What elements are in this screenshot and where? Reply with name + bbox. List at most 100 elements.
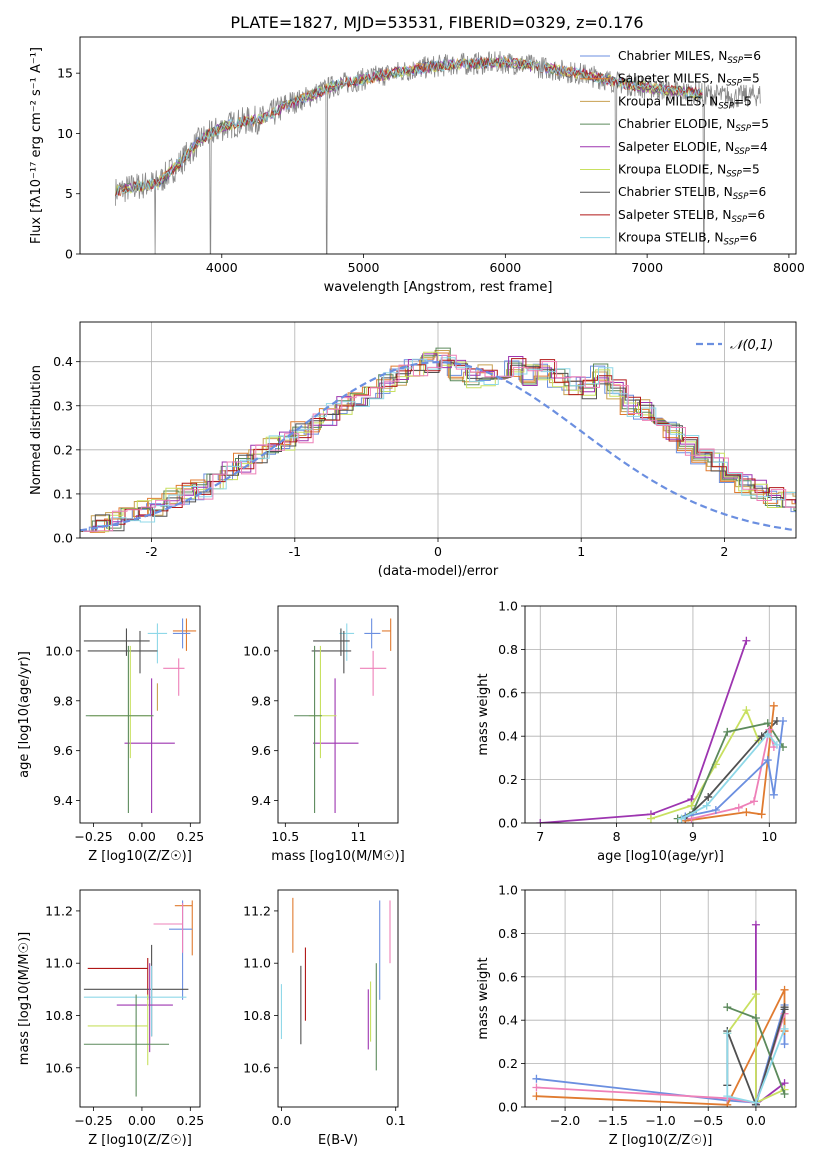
weight-point xyxy=(751,1098,760,1107)
x-tick-label: 0.1 xyxy=(386,1113,406,1128)
x-tick-label: 1 xyxy=(577,544,585,559)
y-axis-label: Flux [fλ10⁻¹⁷ erg cm⁻² s⁻¹ A⁻¹] xyxy=(29,47,44,244)
y-tick-label: 10.0 xyxy=(243,643,271,658)
histogram-step-2 xyxy=(80,350,796,532)
x-tick-label: 4000 xyxy=(206,260,238,275)
histogram-step-1 xyxy=(80,352,796,533)
y-tick-label: 11.0 xyxy=(243,956,271,971)
y-axis-label: mass [log10(M/M☉)] xyxy=(17,932,32,1065)
x-tick-label: 11 xyxy=(351,829,367,844)
y-tick-label: 0.4 xyxy=(498,729,518,744)
histogram-step-7 xyxy=(82,358,796,532)
x-tick-label: -1 xyxy=(289,544,301,559)
plot-area-mass-vs-z xyxy=(83,900,193,1097)
x-tick-label: 5000 xyxy=(348,260,380,275)
plot-area-mass-weight-vs-age xyxy=(525,606,796,823)
weight-point xyxy=(723,1092,732,1101)
weight-point xyxy=(742,636,751,645)
weight-point xyxy=(702,801,711,810)
y-tick-label: 10.8 xyxy=(243,1008,271,1023)
y-tick-label: 10.0 xyxy=(45,643,73,658)
weight-point xyxy=(677,814,686,823)
weight-point xyxy=(780,1024,789,1033)
weight-point xyxy=(757,810,766,819)
x-axis-label: mass [log10(M/M☉)] xyxy=(271,849,404,864)
weight-point xyxy=(711,805,720,814)
weight-point xyxy=(532,1083,541,1092)
weight-point xyxy=(723,1003,732,1012)
weight-line-3 xyxy=(755,924,786,1107)
y-tick-label: 0.2 xyxy=(498,1056,518,1071)
weight-point xyxy=(536,819,545,823)
panel-mass-weight-vs-age: 7 8 9 10 0.0 0.2 0.4 0.6 0.8 1.0 age [log10(age/yr… xyxy=(476,599,797,864)
weight-point xyxy=(763,730,772,739)
x-tick-label: 0 xyxy=(434,544,442,559)
axes-frame xyxy=(524,605,797,824)
y-tick-label: 0.2 xyxy=(498,772,518,787)
weight-point xyxy=(765,725,774,734)
x-axis-label: Z [log10(Z/Z☉)] xyxy=(88,1133,192,1148)
y-tick-label: 0.4 xyxy=(498,1013,518,1028)
y-tick-label: 0.0 xyxy=(53,531,73,546)
y-tick-label: 0.8 xyxy=(498,642,518,657)
weight-point xyxy=(751,920,760,929)
weight-line-4 xyxy=(726,991,785,1105)
y-tick-label: 9.6 xyxy=(251,743,271,758)
x-tick-label: 7 xyxy=(536,829,544,844)
y-tick-label: 0.0 xyxy=(498,816,518,831)
y-axis-label: mass weight xyxy=(476,957,491,1039)
x-tick-label: −0.5 xyxy=(693,1113,723,1128)
weight-point xyxy=(763,756,772,765)
plot-area-age-vs-z xyxy=(83,618,197,814)
legend-entry: Kroupa STELIB, NSSP=6 xyxy=(618,231,757,248)
legend-entry: Kroupa ELODIE, NSSP=5 xyxy=(618,163,760,180)
plot-area-spectrum xyxy=(114,51,761,254)
plot-area-mass-weight-vs-z xyxy=(525,890,796,1107)
weight-point xyxy=(646,814,655,823)
model-line-8 xyxy=(115,55,703,198)
weight-point xyxy=(532,1074,541,1083)
y-tick-label: 9.8 xyxy=(53,693,73,708)
axes-frame xyxy=(277,889,399,1108)
legend-entry: Salpeter MILES, NSSP=5 xyxy=(618,72,760,89)
weight-point xyxy=(742,808,751,817)
y-tick-label: 1.0 xyxy=(498,883,518,898)
axes-frame xyxy=(79,605,201,824)
x-tick-label: -2 xyxy=(145,544,157,559)
histogram-step-5 xyxy=(80,351,796,533)
y-tick-label: 10.6 xyxy=(243,1060,271,1075)
y-tick-label: 0 xyxy=(65,247,73,262)
legend-entry: Chabrier ELODIE, NSSP=5 xyxy=(618,117,769,134)
panel-spectrum: 4000 5000 6000 7000 8000 0 5 10 15 wavelength [An… xyxy=(29,36,805,295)
axes-frame xyxy=(79,36,797,255)
x-tick-label: −1.5 xyxy=(598,1113,628,1128)
legend-entry: Chabrier MILES, NSSP=6 xyxy=(618,49,761,66)
weight-point xyxy=(780,985,789,994)
weight-point xyxy=(779,717,788,726)
weight-point xyxy=(763,719,772,728)
panel-mass-vs-z: −0.25 0.00 0.25 10.6 10.8 11.0 11.2 Z [log10(Z/… xyxy=(17,889,204,1148)
weight-point xyxy=(750,797,759,806)
legend-entry: Chabrier STELIB, NSSP=6 xyxy=(618,185,766,202)
weight-point xyxy=(532,1092,541,1101)
x-tick-label: 9 xyxy=(689,829,697,844)
weight-point xyxy=(757,732,766,741)
x-tick-label: −0.25 xyxy=(74,829,112,844)
y-tick-label: 0.8 xyxy=(498,926,518,941)
x-tick-label: −2.0 xyxy=(550,1113,580,1128)
y-tick-label: 5 xyxy=(65,186,73,201)
weight-line-7 xyxy=(681,732,778,820)
y-tick-label: 11.2 xyxy=(243,903,271,918)
normal-curve xyxy=(80,360,796,532)
x-tick-label: 8 xyxy=(613,829,621,844)
x-axis-label: Z [log10(Z/Z☉)] xyxy=(609,1133,713,1148)
x-axis-label: wavelength [Angstrom, rest frame] xyxy=(324,280,553,295)
weight-point xyxy=(769,790,778,799)
panel-mass-weight-vs-z: −2.0 −1.5 −1.0 −0.5 0.0 0.0 0.2 0.4 0.6 0.8 1.0 Z [… xyxy=(476,883,797,1148)
axes-frame xyxy=(79,889,201,1108)
y-tick-label: 9.8 xyxy=(251,693,271,708)
x-tick-label: −0.25 xyxy=(74,1113,112,1128)
x-tick-label: 2 xyxy=(720,544,728,559)
histogram-step-8 xyxy=(83,357,796,532)
x-tick-label: 10 xyxy=(761,829,777,844)
